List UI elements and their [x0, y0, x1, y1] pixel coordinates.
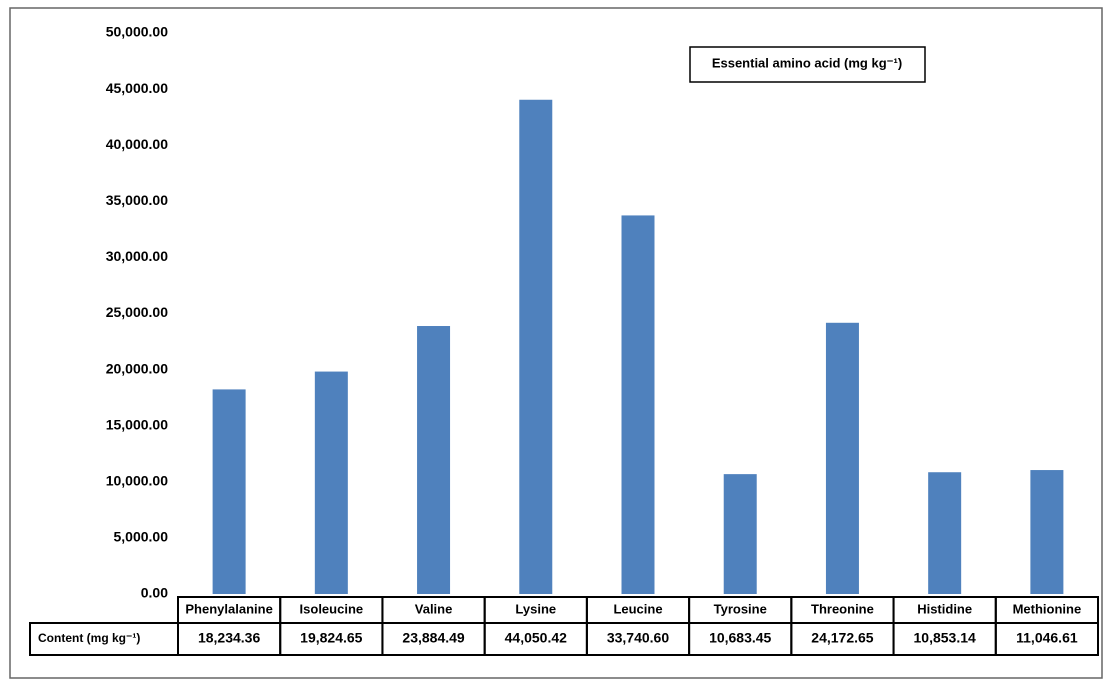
bar: [723, 474, 757, 594]
value-label: 10,853.14: [914, 630, 976, 646]
y-tick-label: 40,000.00: [106, 136, 168, 152]
bar: [621, 215, 655, 594]
chart-title: Essential amino acid (mg kg⁻¹): [712, 55, 902, 70]
y-tick-label: 0.00: [141, 585, 168, 601]
value-label: 44,050.42: [505, 630, 567, 646]
x-tick-label: Leucine: [613, 601, 662, 616]
x-tick-label: Tyrosine: [714, 601, 767, 616]
y-tick-label: 30,000.00: [106, 248, 168, 264]
x-tick-label: Phenylalanine: [185, 601, 272, 616]
x-tick-label: Isoleucine: [300, 601, 364, 616]
y-tick-label: 45,000.00: [106, 80, 168, 96]
bar: [314, 371, 348, 594]
value-label: 18,234.36: [198, 630, 260, 646]
y-tick-label: 5,000.00: [114, 529, 169, 545]
x-tick-label: Methionine: [1013, 601, 1082, 616]
y-tick-label: 35,000.00: [106, 192, 168, 208]
y-tick-label: 50,000.00: [106, 24, 168, 40]
y-tick-label: 25,000.00: [106, 304, 168, 320]
value-label: 23,884.49: [402, 630, 464, 646]
table-cell: [994, 596, 1099, 624]
y-tick-label: 10,000.00: [106, 473, 168, 489]
y-tick-label: 20,000.00: [106, 360, 168, 376]
bar: [519, 99, 553, 595]
value-label: 11,046.61: [1016, 630, 1078, 646]
x-tick-label: Threonine: [811, 601, 874, 616]
x-tick-label: Valine: [415, 601, 453, 616]
value-label: 33,740.60: [607, 630, 669, 646]
y-tick-label: 15,000.00: [106, 416, 168, 432]
value-label: 19,824.65: [300, 630, 362, 646]
bar: [928, 472, 962, 594]
value-label: 24,172.65: [811, 630, 873, 646]
x-tick-label: Histidine: [917, 601, 972, 616]
series-name: Content (mg kg⁻¹): [38, 631, 140, 645]
bar: [825, 322, 859, 594]
bar: [212, 389, 246, 594]
bar: [1030, 470, 1064, 594]
x-tick-label: Lysine: [515, 601, 556, 616]
value-label: 10,683.45: [709, 630, 771, 646]
chart-frame: [9, 7, 1103, 679]
bar: [417, 326, 451, 594]
title-box: [689, 46, 926, 83]
